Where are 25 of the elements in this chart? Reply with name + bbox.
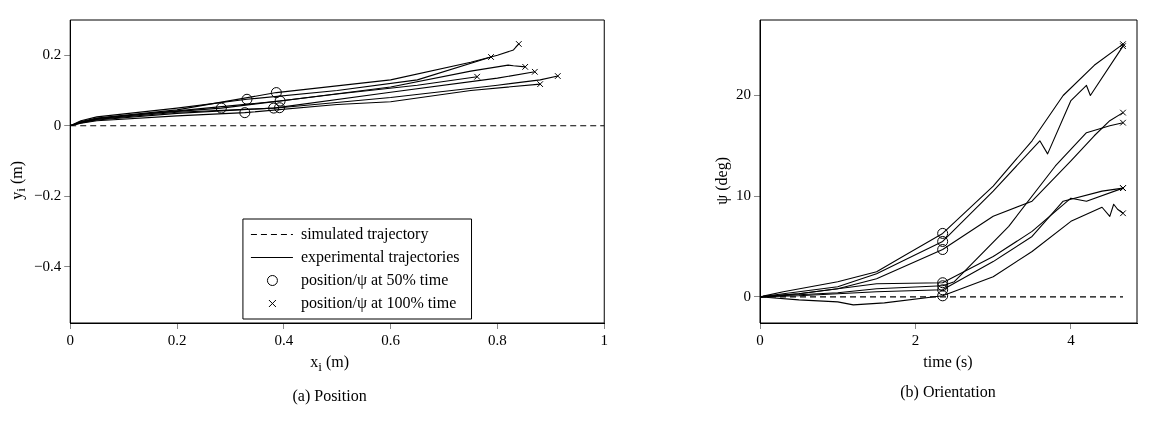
x-tick-label: 2 <box>911 331 920 348</box>
y-tick-label: 0 <box>743 287 751 304</box>
y-tick-label: 0 <box>53 116 62 133</box>
x-tick-label: 1 <box>600 331 609 348</box>
x-axis-title: time (s) <box>922 353 973 371</box>
x-tick-label: 0.2 <box>167 331 187 348</box>
legend-label: experimental trajectories <box>301 247 460 266</box>
x-tick-label: 0.4 <box>274 331 294 348</box>
text: (b) Orientation <box>899 383 996 401</box>
x-tick-label: 0.8 <box>488 331 507 348</box>
legend-label: simulated trajectory <box>301 224 429 243</box>
x-tick-label: 0 <box>66 331 75 348</box>
legend-label: position/ψ at 100% time <box>301 293 457 312</box>
y-tick-label: 10 <box>736 187 751 204</box>
text: (a) Position <box>291 387 367 406</box>
y-tick-label: 20 <box>736 86 751 103</box>
x-tick-label: 0.6 <box>381 331 401 348</box>
x-tick-label: 0 <box>756 331 764 348</box>
y-tick-label: −0.2 <box>34 187 62 204</box>
y-tick-label: −0.4 <box>34 257 62 274</box>
legend-label: position/ψ at 50% time <box>301 270 449 289</box>
x-axis-title: x$_{i}$ (m) <box>309 353 349 376</box>
y-tick-label: 0.2 <box>42 46 62 63</box>
y-axis-title: ψ (deg) <box>713 156 731 205</box>
x-tick-label: 4 <box>1067 331 1076 348</box>
